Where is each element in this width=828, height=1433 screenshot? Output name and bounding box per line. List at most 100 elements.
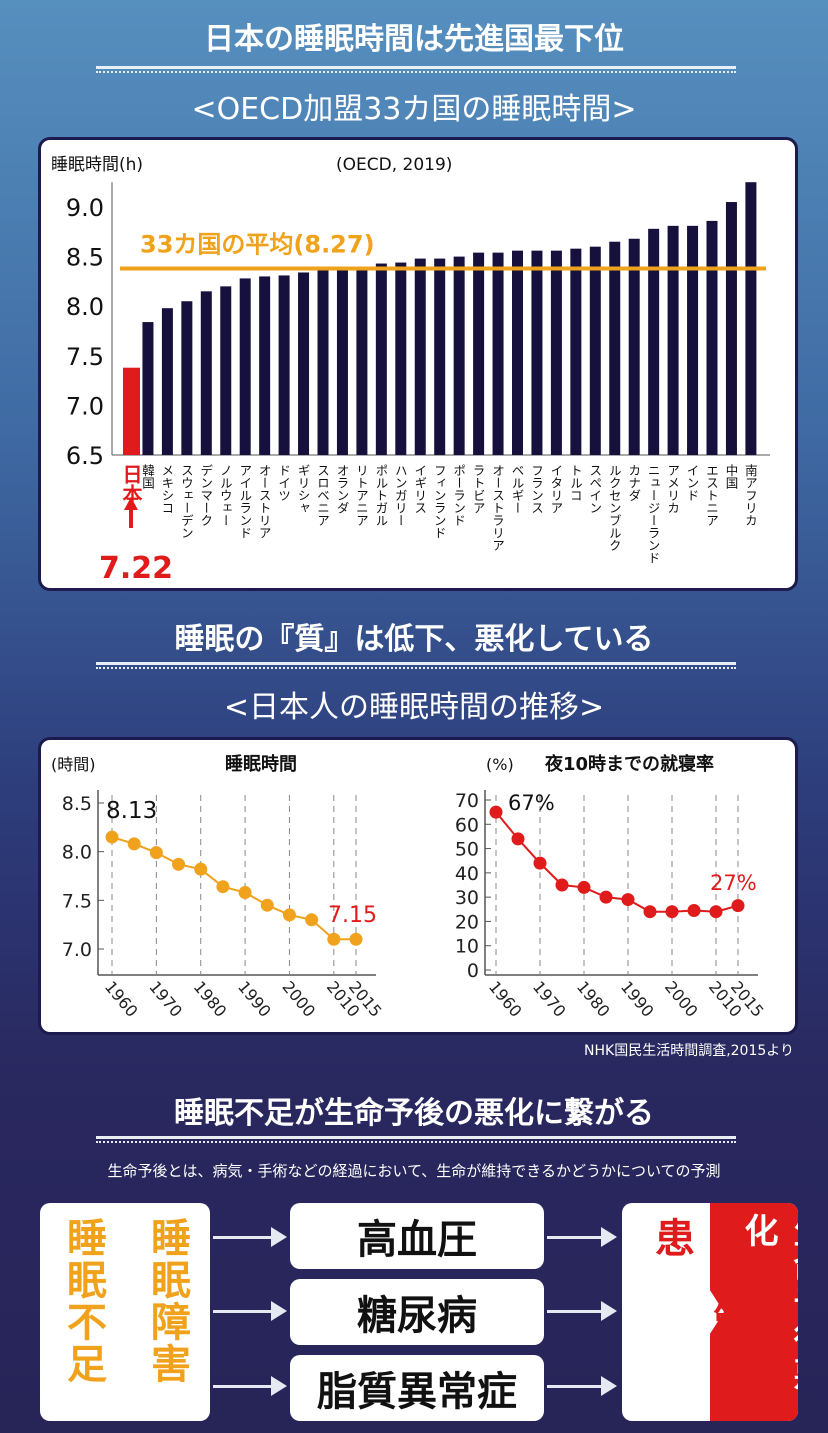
x-tick-label: ニュージーランド — [646, 464, 661, 564]
x-tick-label: エストニア — [704, 464, 719, 527]
data-point — [327, 932, 341, 946]
bar — [181, 301, 193, 455]
data-point — [216, 880, 230, 894]
x-tick-label: リトアニア — [354, 464, 369, 527]
y-tick-label: 7.0 — [62, 939, 92, 961]
bar-chart-panel: 睡眠時間(h) (OECD, 2019) 6.5 7.0 7.5 8.0 8.5 9.0 日本韓… — [38, 137, 798, 591]
x-tick-label: ルクセンブルク — [607, 464, 622, 552]
x-tick-label: イギリス — [412, 464, 427, 514]
x-tick-label: 1960 — [485, 977, 526, 1020]
x-tick-label: 1980 — [190, 977, 231, 1020]
y-tick-label: 8.0 — [62, 842, 92, 864]
cause-box: 睡眠不足 睡眠障害 — [40, 1203, 210, 1421]
x-tick-label: 1970 — [529, 977, 570, 1020]
y-tick-label: 20 — [455, 911, 479, 933]
x-tick-label: インド — [685, 464, 700, 502]
x-tick-label: 1970 — [145, 977, 186, 1020]
bar — [473, 252, 485, 455]
section2-subtitle: <日本人の睡眠時間の推移> — [223, 690, 605, 725]
data-point — [665, 905, 679, 919]
data-point — [511, 832, 525, 846]
outcome-band — [710, 1203, 798, 1421]
bar — [725, 202, 737, 455]
x-tick-label: オランダ — [334, 464, 349, 514]
bar — [453, 256, 465, 455]
x-tick-label: アイルランド — [237, 464, 252, 539]
bar — [648, 228, 660, 455]
japan-value-label: 7.22 — [99, 551, 173, 586]
cause-sleep-deprivation: 睡眠不足 — [60, 1217, 106, 1385]
chart-title: 睡眠時間 — [225, 754, 297, 775]
bar — [259, 276, 271, 455]
y-tick-label: 6.5 — [66, 442, 104, 470]
outcome-box: 心血管疾患 生命予後悪化 — [622, 1203, 798, 1421]
data-point — [709, 905, 723, 919]
x-tick-label: デンマーク — [198, 464, 213, 527]
x-tick-label: 1960 — [101, 977, 142, 1020]
arrow-icon — [213, 1301, 287, 1321]
x-tick-label: 1980 — [573, 977, 614, 1020]
section2-title: 睡眠の『質』は低下、悪化している — [174, 622, 654, 657]
data-point — [149, 846, 163, 860]
y-tick-label: 9.0 — [66, 194, 104, 222]
x-tick-label: イタリア — [548, 464, 563, 514]
bar — [512, 250, 523, 455]
y-axis-label: (%) — [486, 755, 514, 774]
bar — [375, 263, 387, 455]
bar — [356, 269, 368, 455]
section1-title: 日本の睡眠時間は先進国最下位 — [204, 22, 624, 57]
data-point — [599, 890, 613, 904]
arrow-icon — [547, 1301, 617, 1321]
chart-source: (OECD, 2019) — [336, 155, 452, 175]
section3-title: 睡眠不足が生命予後の悪化に繋がる — [174, 1096, 654, 1131]
data-point — [105, 830, 119, 844]
section1-subtitle: <OECD加盟33カ国の睡眠時間> — [191, 92, 637, 127]
y-tick-label: 8.0 — [66, 293, 104, 321]
x-tick-label: ノルウェー — [218, 464, 233, 527]
x-tick-label: トルコ — [568, 464, 583, 502]
y-tick-label: 7.5 — [62, 890, 92, 912]
data-point — [731, 899, 745, 913]
y-tick-label: 7.5 — [66, 343, 104, 371]
data-point — [577, 880, 591, 894]
line-charts-panel: (時間) 睡眠時間 1960 1970 1980 1990 2000 2010 2015 7.0 7… — [38, 737, 798, 1035]
x-tick-label: 韓国 — [140, 464, 155, 489]
x-tick-label: 1990 — [234, 977, 275, 1020]
y-tick-label: 8.5 — [66, 244, 104, 272]
bar — [220, 286, 232, 455]
divider — [96, 662, 736, 669]
bar — [239, 278, 251, 455]
bar — [200, 291, 212, 455]
x-tick-label: オーストラリア — [490, 464, 505, 552]
x-tick-label: スロベニア — [315, 464, 330, 527]
x-tick-label: スペイン — [587, 464, 602, 514]
arrow-icon — [213, 1227, 287, 1247]
data-point — [489, 805, 503, 819]
data-point — [260, 898, 274, 912]
bar — [317, 269, 329, 455]
bar — [278, 275, 290, 455]
x-tick-label: アメリカ — [665, 464, 680, 514]
bar — [609, 241, 621, 455]
bar — [687, 225, 699, 455]
annotation-first: 67% — [508, 791, 555, 815]
y-tick-label: 70 — [455, 790, 479, 812]
y-tick-label: 7.0 — [66, 392, 104, 420]
x-tick-label: ギリシャ — [296, 464, 311, 514]
bar-chart: 睡眠時間(h) (OECD, 2019)6.57.07.58.08.59.0日本韓… — [51, 155, 770, 586]
data-point — [172, 857, 186, 871]
data-point — [305, 913, 319, 927]
bar — [550, 250, 562, 455]
divider — [96, 66, 736, 73]
bar — [414, 258, 426, 455]
bar — [298, 272, 310, 455]
data-point — [238, 886, 252, 900]
x-tick-label: メキシコ — [159, 464, 174, 514]
y-tick-label: 60 — [455, 814, 479, 836]
average-label: 33カ国の平均(8.27) — [140, 231, 375, 259]
bar — [706, 220, 718, 455]
data-point — [127, 837, 141, 851]
data-point — [533, 856, 547, 870]
y-tick-label: 8.5 — [62, 793, 92, 815]
